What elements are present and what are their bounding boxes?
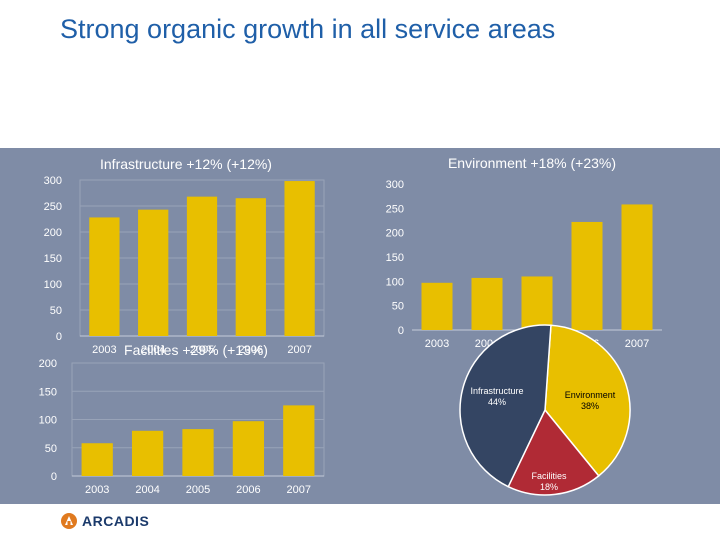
facilities-ytick-label: 0 <box>51 471 57 483</box>
facilities-chart-title: Facilities +29% (+13%) <box>124 342 268 358</box>
facilities-bar-2005 <box>182 429 214 476</box>
infrastructure-ytick-label: 100 <box>44 279 62 291</box>
environment-bar-2003 <box>421 282 453 330</box>
infrastructure-xtick-label: 2007 <box>287 344 311 356</box>
environment-ytick-label: 0 <box>398 325 404 337</box>
facilities-ytick-label: 150 <box>39 386 57 398</box>
environment-chart-title: Environment +18% (+23%) <box>448 155 616 171</box>
arcadis-logo-icon <box>61 513 77 529</box>
infrastructure-bar-2006 <box>235 198 266 336</box>
environment-bar-2004 <box>471 277 503 330</box>
facilities-xtick-label: 2004 <box>135 484 159 496</box>
facilities-xtick-label: 2006 <box>236 484 260 496</box>
environment-ytick-label: 150 <box>386 252 404 264</box>
facilities-bar-2004 <box>131 430 164 476</box>
infrastructure-bar-2004 <box>138 209 169 336</box>
environment-xtick-label: 2007 <box>625 338 649 350</box>
infrastructure-bar-2005 <box>186 196 218 336</box>
infrastructure-ytick-label: 300 <box>44 175 62 187</box>
facilities-ytick-label: 200 <box>39 358 57 370</box>
infrastructure-bar-2007 <box>284 181 315 336</box>
environment-bar-2006 <box>571 221 603 330</box>
pie-label-facilities: Facilities <box>531 471 567 481</box>
infrastructure-xtick-label: 2003 <box>92 344 116 356</box>
environment-ytick-label: 250 <box>386 203 404 215</box>
pie-value-environment: 38% <box>581 401 599 411</box>
pie-label-environment: Environment <box>565 390 616 400</box>
facilities-bar-2006 <box>232 421 265 476</box>
environment-xtick-label: 2003 <box>425 338 449 350</box>
charts-canvas: 0 50 100 150 200 250 300 2003 2004 2005 2006 2007 In… <box>39 155 662 496</box>
facilities-xtick-label: 2007 <box>287 484 311 496</box>
pie-slice-facilities <box>507 408 600 496</box>
facilities-bar-2007 <box>283 405 315 476</box>
charts-panel: 0 50 100 150 200 250 300 2003 2004 2005 2006 2007 In… <box>0 148 720 504</box>
pie-value-facilities: 18% <box>540 482 558 492</box>
infrastructure-ytick-label: 0 <box>56 331 62 343</box>
environment-ytick-label: 100 <box>386 276 404 288</box>
infrastructure-chart-title: Infrastructure +12% (+12%) <box>100 156 272 172</box>
arcadis-logo: ARCADIS <box>60 512 149 530</box>
environment-ytick-label: 50 <box>392 301 404 313</box>
infrastructure-xtick-label: 2005 <box>190 344 214 356</box>
facilities-xtick-label: 2003 <box>85 484 109 496</box>
infrastructure-xtick-label: 2006 <box>239 344 263 356</box>
infrastructure-xtick-label: 2004 <box>141 344 165 356</box>
environment-ytick-label: 200 <box>386 228 404 240</box>
pie-value-infrastructure: 44% <box>488 397 506 407</box>
slide-title: Strong organic growth in all service are… <box>60 14 556 44</box>
facilities-xtick-label: 2005 <box>186 484 210 496</box>
infrastructure-ytick-label: 150 <box>44 253 62 265</box>
pie-slice-environment <box>544 324 631 477</box>
infrastructure-ytick-label: 250 <box>44 201 62 213</box>
infrastructure-bar-2003 <box>89 217 120 336</box>
pie-slice-infrastructure <box>459 324 552 488</box>
pie-label-infrastructure: Infrastructure <box>470 386 523 396</box>
facilities-ytick-label: 50 <box>45 443 57 455</box>
facilities-ytick-label: 100 <box>39 415 57 427</box>
facilities-bar-2003 <box>81 443 113 476</box>
infrastructure-ytick-label: 200 <box>44 227 62 239</box>
logo-text: ARCADIS <box>82 513 150 529</box>
environment-bar-2007 <box>621 204 653 330</box>
environment-ytick-label: 300 <box>386 179 404 191</box>
environment-bar-2005 <box>521 276 553 330</box>
infrastructure-ytick-label: 50 <box>50 305 62 317</box>
